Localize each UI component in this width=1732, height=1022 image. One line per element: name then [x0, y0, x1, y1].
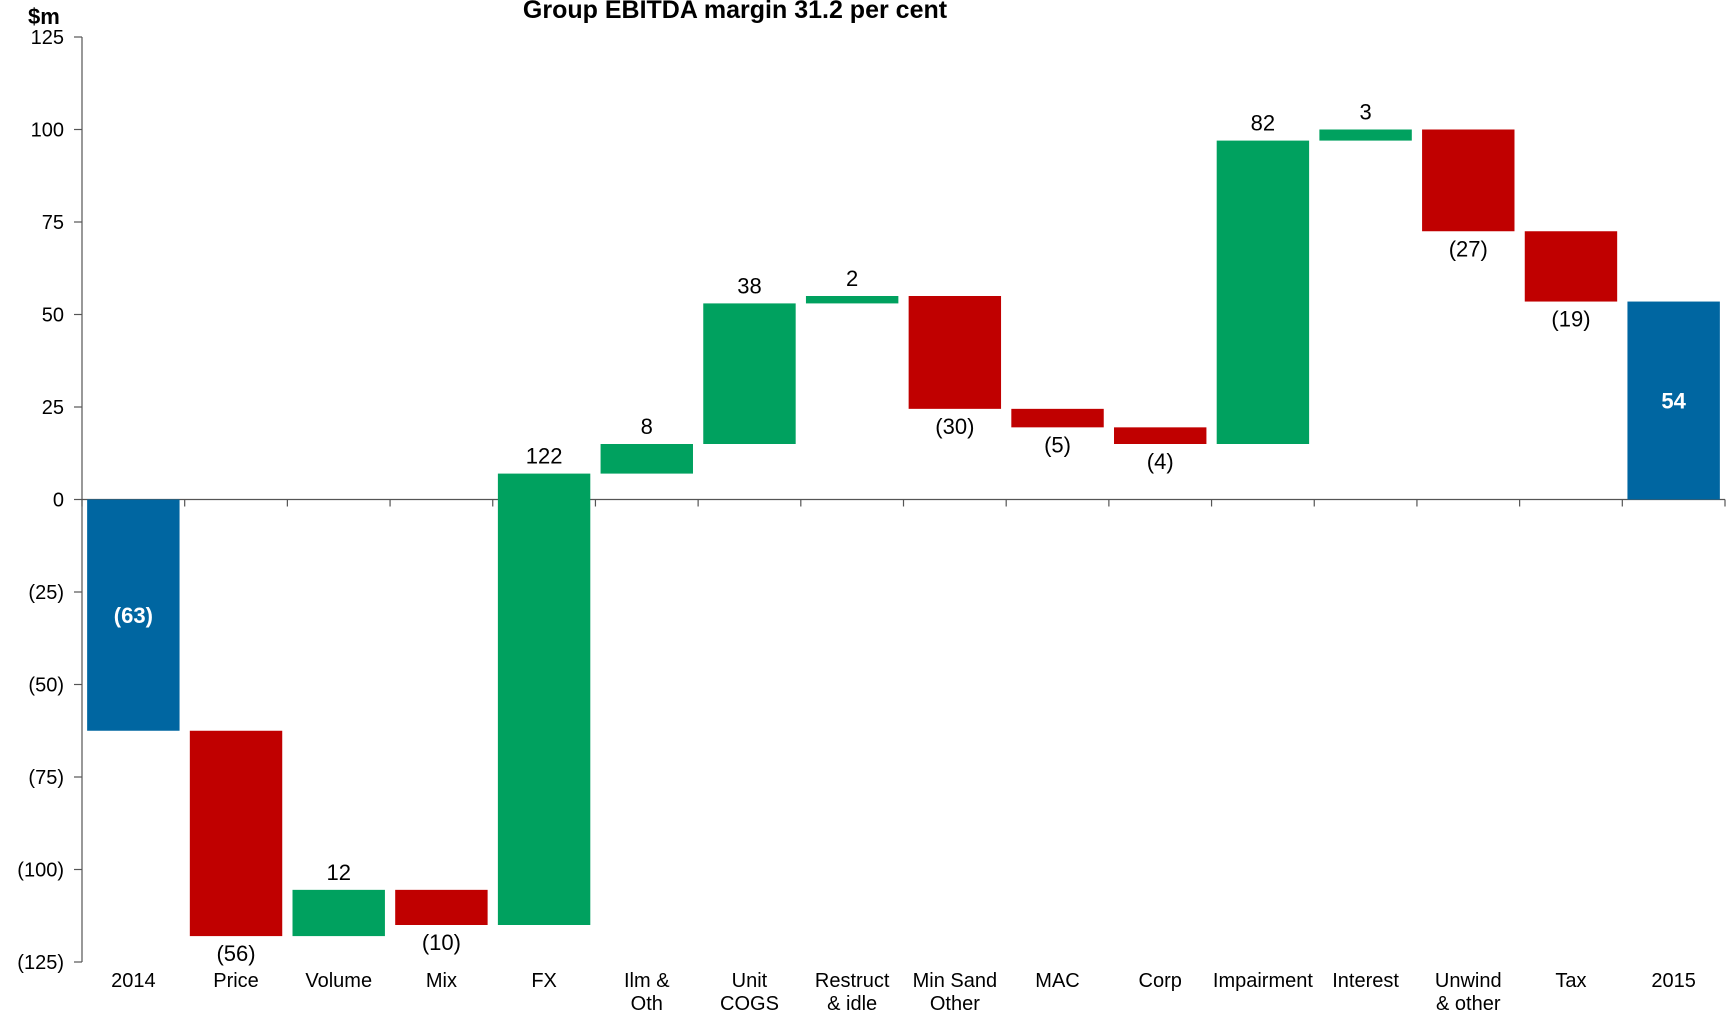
category-label: Restruct & idle: [815, 970, 890, 1015]
bar-increase: [1319, 129, 1412, 141]
y-tick-label: 0: [53, 490, 64, 512]
data-label: (4): [1147, 449, 1174, 474]
data-label: 54: [1661, 389, 1686, 414]
y-tick-label: (75): [28, 767, 64, 789]
data-label: 82: [1251, 111, 1275, 136]
bars-layer: [87, 129, 1720, 937]
y-tick-label: (25): [28, 582, 64, 604]
category-label: Mix: [426, 970, 457, 992]
bar-increase: [600, 444, 693, 474]
category-label: Tax: [1555, 970, 1586, 992]
data-label: 38: [737, 273, 761, 298]
category-label: Interest: [1332, 970, 1399, 992]
y-tick-label: 50: [42, 305, 64, 327]
data-label: 122: [526, 444, 563, 469]
category-label: Ilm & Oth: [624, 970, 670, 1015]
y-tick-label: (100): [17, 860, 64, 882]
y-unit-label: $m: [28, 4, 60, 29]
category-label: 2014: [111, 970, 156, 992]
data-label: 8: [641, 414, 653, 439]
data-label: (30): [935, 414, 974, 439]
data-label: (63): [114, 603, 153, 628]
y-tick-label: 100: [31, 120, 64, 142]
category-label: Corp: [1139, 970, 1182, 992]
bar-increase: [703, 303, 796, 444]
category-label: Unit COGS: [720, 970, 779, 1015]
bar-decrease: [908, 296, 1002, 409]
labels-layer: (63) 2014 (56) Price 12 Volume (10) Mix 122 FX 8 Il…: [111, 100, 1696, 1016]
data-label: (27): [1449, 236, 1488, 261]
bar-increase: [1216, 140, 1310, 444]
category-label: FX: [531, 970, 557, 992]
y-tick-label: 125: [31, 27, 64, 49]
bar-decrease: [395, 889, 488, 925]
bar-decrease: [1114, 427, 1207, 444]
data-label: 12: [326, 860, 350, 885]
bar-decrease: [1422, 129, 1515, 232]
axis-layer: 125 100 75 50 25 0 (25) (50) (75) (100) (125): [17, 27, 1726, 974]
bar-increase: [292, 889, 385, 937]
bar-total: [87, 499, 180, 731]
category-label: Volume: [305, 970, 372, 992]
category-label: MAC: [1035, 970, 1079, 992]
y-tick-label: 75: [42, 212, 64, 234]
bar-total: [1627, 301, 1720, 500]
chart-title: Group EBITDA margin 31.2 per cent: [523, 0, 948, 24]
data-label: (5): [1044, 432, 1071, 457]
bar-decrease: [1011, 408, 1104, 428]
category-label: Unwind & other: [1435, 970, 1502, 1015]
data-label: (19): [1551, 307, 1590, 332]
data-label: (10): [422, 930, 461, 955]
bar-decrease: [1524, 231, 1618, 302]
category-label: Min Sand Other: [913, 970, 998, 1015]
bar-increase: [497, 473, 591, 925]
data-label: (56): [216, 941, 255, 966]
y-tick-label: (125): [17, 952, 64, 974]
y-tick-label: 25: [42, 397, 64, 419]
y-tick-label: (50): [28, 675, 64, 697]
data-label: 3: [1359, 100, 1371, 125]
bar-decrease: [189, 730, 283, 937]
data-label: 2: [846, 266, 858, 291]
category-label: 2015: [1651, 970, 1696, 992]
bar-increase: [805, 296, 899, 304]
category-label: Price: [213, 970, 259, 992]
category-label: Impairment: [1213, 970, 1313, 992]
